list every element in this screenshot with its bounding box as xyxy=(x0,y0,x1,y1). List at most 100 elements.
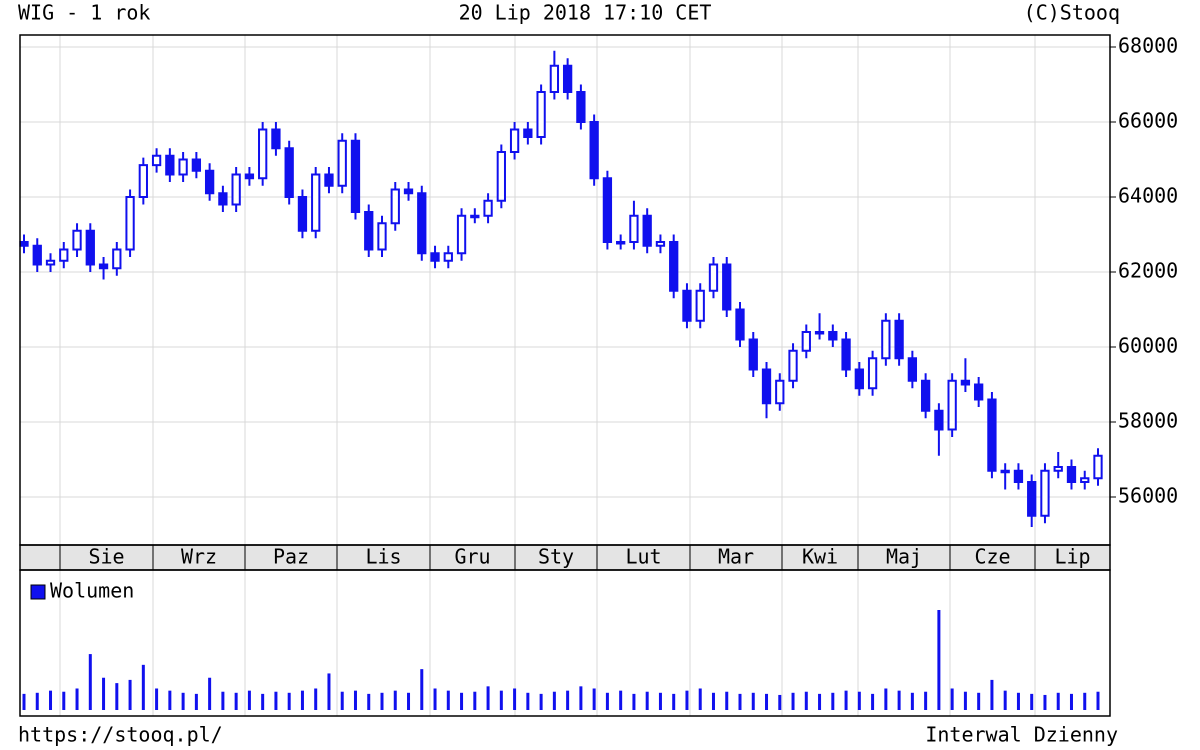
candle-body xyxy=(576,91,586,123)
volume-bar xyxy=(367,693,371,710)
volume-bar xyxy=(937,610,941,710)
candle-body xyxy=(1080,477,1090,483)
candle-body xyxy=(682,289,692,322)
volume-bar xyxy=(221,691,225,710)
candle-body xyxy=(1066,466,1077,483)
y-tick-label: 60000 xyxy=(1118,334,1178,358)
volume-bar xyxy=(1043,694,1047,710)
x-tick-label: Cze xyxy=(974,545,1010,569)
volume-bar xyxy=(128,679,132,710)
candle-body xyxy=(841,338,851,371)
legend-label: Wolumen xyxy=(50,579,134,603)
volume-bar xyxy=(791,692,795,710)
volume-bar xyxy=(88,654,92,710)
candle-body xyxy=(1013,469,1024,483)
candle-body xyxy=(390,188,400,225)
volume-bar xyxy=(738,693,742,710)
volume-bar xyxy=(685,690,689,710)
volume-bar xyxy=(62,691,66,710)
candle-body xyxy=(894,319,904,360)
volume-bar xyxy=(778,694,782,710)
volume-bar xyxy=(208,677,212,710)
volume-bar xyxy=(566,690,570,710)
candle-body xyxy=(72,229,82,251)
volume-bar xyxy=(1003,690,1007,710)
candle-body xyxy=(788,349,798,382)
volume-bar xyxy=(274,691,278,710)
candle-body xyxy=(536,91,546,138)
volume-bar xyxy=(751,692,755,710)
candle-body xyxy=(549,64,560,93)
candle-body xyxy=(138,164,148,198)
volume-bar xyxy=(1083,692,1087,710)
volume-bar xyxy=(327,673,331,710)
volume-bar xyxy=(181,692,185,710)
candle-body xyxy=(350,139,361,213)
candle-body xyxy=(85,229,95,266)
volume-bar xyxy=(35,692,39,710)
candle-body xyxy=(1093,454,1103,480)
candle-body xyxy=(775,379,785,405)
x-tick-label: Sty xyxy=(538,545,574,569)
x-tick-label: Gru xyxy=(454,545,490,569)
volume-bar xyxy=(446,690,450,710)
candle-body xyxy=(32,244,42,266)
volume-bar xyxy=(579,686,583,710)
candle-body xyxy=(178,158,188,176)
candle-body xyxy=(430,252,440,262)
y-tick-label: 64000 xyxy=(1118,184,1178,208)
chart-title: WIG - 1 rok xyxy=(18,1,150,25)
volume-bar xyxy=(460,692,464,710)
candle-body xyxy=(987,398,997,472)
volume-bar xyxy=(261,693,265,710)
candle-body xyxy=(377,222,387,251)
candle-body xyxy=(629,214,639,243)
candle-body xyxy=(271,128,281,150)
volume-bar xyxy=(115,683,119,710)
volume-panel-border xyxy=(19,569,1111,717)
x-tick-label: Lip xyxy=(1054,545,1090,569)
candle-body xyxy=(814,331,825,335)
candle-body xyxy=(974,383,984,401)
candle-body xyxy=(1000,469,1010,474)
candle-body xyxy=(907,357,918,382)
candle-body xyxy=(947,379,957,431)
candle-body xyxy=(589,121,599,180)
x-tick-label: Sie xyxy=(88,545,124,569)
volume-bar xyxy=(857,691,861,710)
candle-body xyxy=(311,173,321,232)
volume-bar xyxy=(897,690,901,710)
volume-bar xyxy=(990,679,994,710)
candle-body xyxy=(1040,469,1050,517)
volume-bar xyxy=(353,690,357,710)
candle-body xyxy=(403,188,414,195)
volume-bar xyxy=(552,691,556,710)
candle-body xyxy=(258,128,268,180)
volume-bar xyxy=(672,693,676,710)
x-tick-label: Lut xyxy=(625,545,661,569)
legend-swatch xyxy=(30,584,46,600)
volume-bar xyxy=(168,690,172,710)
candle-body xyxy=(151,154,162,167)
volume-bar xyxy=(1096,691,1100,710)
candle-body xyxy=(191,158,202,172)
volume-bar xyxy=(1056,692,1060,710)
candle-body xyxy=(602,177,613,243)
volume-bar xyxy=(75,688,79,710)
volume-bar xyxy=(871,693,875,710)
volume-bar xyxy=(314,688,318,710)
volume-bar xyxy=(910,692,914,710)
x-tick-label: Maj xyxy=(886,545,922,569)
volume-bar xyxy=(49,690,53,710)
volume-bar xyxy=(247,690,251,710)
candle-body xyxy=(828,331,838,341)
candle-body xyxy=(934,409,944,431)
candle-body xyxy=(218,192,228,206)
candle-body xyxy=(204,169,215,195)
candle-body xyxy=(867,357,878,390)
candle-body xyxy=(231,173,241,206)
candle-body xyxy=(669,241,679,292)
candle-body xyxy=(509,128,520,153)
volume-bar xyxy=(155,688,159,710)
